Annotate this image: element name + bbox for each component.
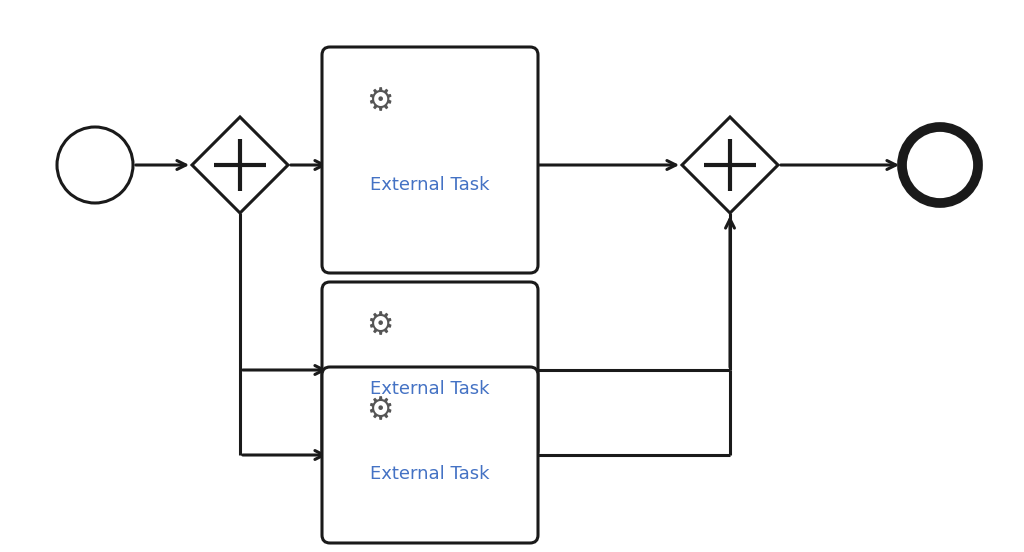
Circle shape xyxy=(902,127,978,203)
FancyBboxPatch shape xyxy=(322,282,538,458)
Text: External Task: External Task xyxy=(371,176,489,194)
Text: External Task: External Task xyxy=(371,465,489,483)
FancyBboxPatch shape xyxy=(322,367,538,543)
Text: ⚙: ⚙ xyxy=(367,87,393,116)
Text: External Task: External Task xyxy=(371,380,489,398)
Polygon shape xyxy=(193,117,288,213)
Text: ⚙: ⚙ xyxy=(367,396,393,424)
FancyBboxPatch shape xyxy=(322,47,538,273)
Text: ⚙: ⚙ xyxy=(367,311,393,339)
Polygon shape xyxy=(682,117,778,213)
Circle shape xyxy=(57,127,133,203)
